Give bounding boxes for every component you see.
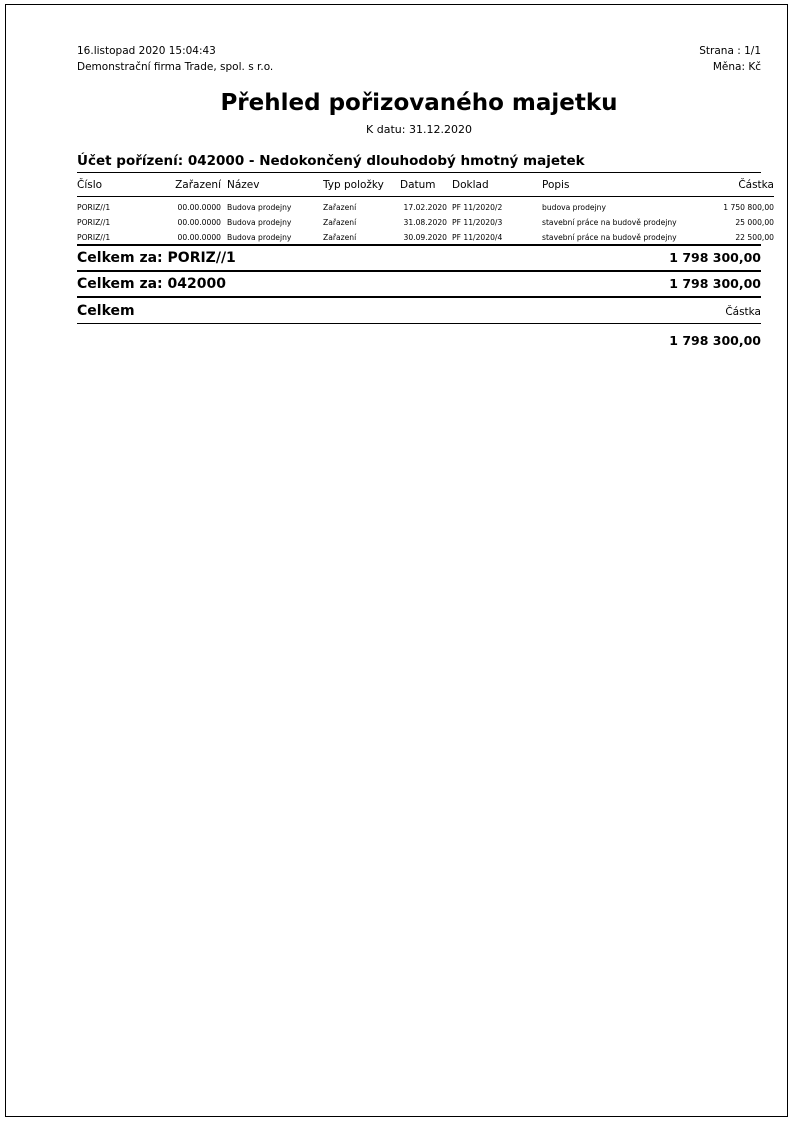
subtotal-item-amount: 1 798 300,00 <box>669 250 761 265</box>
cell-castka: 22 500,00 <box>735 233 774 242</box>
cell-nazev: Budova prodejny <box>227 218 292 227</box>
cell-doklad: PF 11/2020/4 <box>452 233 503 242</box>
cell-cislo: PORIZ//1 <box>77 218 111 227</box>
column-header-castka: Částka <box>690 173 774 197</box>
cell-zarazeni: 00.00.0000 <box>177 203 221 212</box>
table-row: PORIZ//1 00.00.0000 Budova prodejny Zařa… <box>77 229 774 244</box>
report-page: 16.listopad 2020 15:04:43 Strana : 1/1 D… <box>5 4 788 1117</box>
cell-typ: Zařazení <box>323 233 357 242</box>
cell-nazev: Budova prodejny <box>227 203 292 212</box>
cell-datum: 17.02.2020 <box>403 203 447 212</box>
subtotal-row-account: Celkem za: 042000 1 798 300,00 <box>77 272 761 298</box>
grand-total-amount: 1 798 300,00 <box>669 333 761 348</box>
currency-label: Měna: Kč <box>712 61 761 73</box>
cell-popis: budova prodejny <box>542 203 606 212</box>
cell-zarazeni: 00.00.0000 <box>177 218 221 227</box>
header-line-2: Demonstrační firma Trade, spol. s r.o. M… <box>77 59 761 75</box>
cell-typ: Zařazení <box>323 203 357 212</box>
company-name: Demonstrační firma Trade, spol. s r.o. <box>77 61 274 73</box>
cell-popis: stavební práce na budově prodejny <box>542 233 677 242</box>
cell-nazev: Budova prodejny <box>227 233 292 242</box>
table-body: PORIZ//1 00.00.0000 Budova prodejny Zařa… <box>77 197 774 245</box>
cell-typ: Zařazení <box>323 218 357 227</box>
table-header-row: Číslo Zařazení Název Typ položky Datum D… <box>77 173 774 197</box>
header-line-1: 16.listopad 2020 15:04:43 Strana : 1/1 <box>77 43 761 59</box>
cell-datum: 30.09.2020 <box>403 233 447 242</box>
grand-total-column-header: Částka <box>725 306 761 318</box>
table-row: PORIZ//1 00.00.0000 Budova prodejny Zařa… <box>77 197 774 215</box>
cell-popis: stavební práce na budově prodejny <box>542 218 677 227</box>
column-header-nazev: Název <box>221 173 323 197</box>
cell-cislo: PORIZ//1 <box>77 233 111 242</box>
report-content: 16.listopad 2020 15:04:43 Strana : 1/1 D… <box>77 43 774 350</box>
section-heading: Účet pořízení: 042000 - Nedokončený dlou… <box>77 153 761 173</box>
column-header-popis: Popis <box>542 173 690 197</box>
cell-cislo: PORIZ//1 <box>77 203 111 212</box>
column-header-zarazeni: Zařazení <box>163 173 221 197</box>
column-header-doklad: Doklad <box>447 173 542 197</box>
subtotal-account-amount: 1 798 300,00 <box>669 276 761 291</box>
subtotal-account-label: Celkem za: 042000 <box>77 276 226 292</box>
cell-doklad: PF 11/2020/3 <box>452 218 503 227</box>
page-subtitle: K datu: 31.12.2020 <box>366 123 472 136</box>
cell-castka: 25 000,00 <box>735 218 774 227</box>
assets-table: Číslo Zařazení Název Typ položky Datum D… <box>77 173 774 244</box>
page-number-label: Strana : 1/1 <box>699 45 761 57</box>
subtotal-row-item: Celkem za: PORIZ//1 1 798 300,00 <box>77 244 761 272</box>
cell-doklad: PF 11/2020/2 <box>452 203 503 212</box>
report-timestamp: 16.listopad 2020 15:04:43 <box>77 45 216 57</box>
page-title: Přehled pořizovaného majetku <box>220 90 618 116</box>
cell-datum: 31.08.2020 <box>403 218 447 227</box>
column-header-typ: Typ položky <box>323 173 398 197</box>
column-header-cislo: Číslo <box>77 173 163 197</box>
column-header-datum: Datum <box>398 173 447 197</box>
subtotal-item-label: Celkem za: PORIZ//1 <box>77 250 236 266</box>
cell-castka: 1 750 800,00 <box>723 203 774 212</box>
table-row: PORIZ//1 00.00.0000 Budova prodejny Zařa… <box>77 214 774 229</box>
grand-total-header: Celkem Částka <box>77 298 761 324</box>
grand-total-label: Celkem <box>77 303 135 319</box>
cell-zarazeni: 00.00.0000 <box>177 233 221 242</box>
